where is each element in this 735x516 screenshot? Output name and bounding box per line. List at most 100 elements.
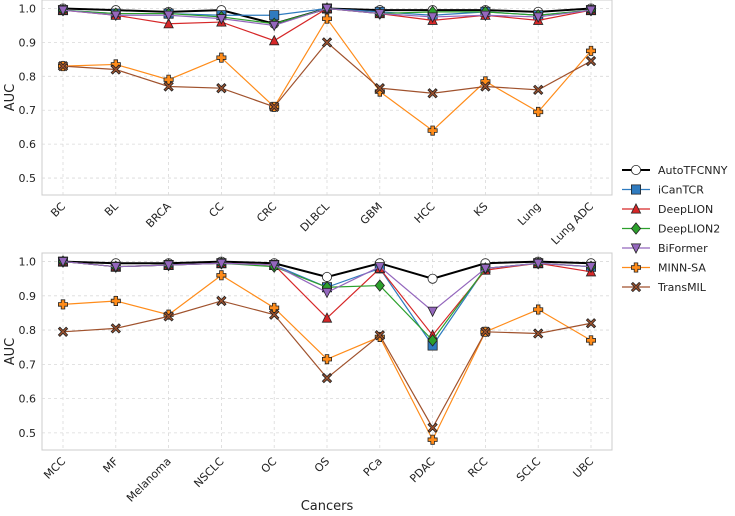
marker bbox=[110, 262, 122, 273]
marker bbox=[586, 45, 596, 56]
marker bbox=[216, 258, 227, 270]
marker bbox=[480, 81, 491, 92]
x-tick-label: Melanoma bbox=[124, 455, 174, 505]
x-tick-label: NSCLC bbox=[191, 455, 226, 490]
marker bbox=[427, 422, 438, 433]
y-tick-label: 0.5 bbox=[19, 427, 37, 440]
y-axis-label: AUC bbox=[3, 338, 18, 366]
marker bbox=[585, 262, 597, 273]
x-tick-label: MCC bbox=[41, 455, 68, 482]
marker bbox=[631, 164, 642, 175]
marker bbox=[427, 334, 438, 347]
marker bbox=[480, 10, 491, 22]
y-tick-label: 0.6 bbox=[19, 138, 37, 151]
marker bbox=[216, 52, 227, 63]
y-tick-label: 0.7 bbox=[19, 358, 37, 371]
x-tick-label: CC bbox=[206, 200, 226, 220]
marker bbox=[110, 64, 121, 75]
legend: AutoTFCNNY iCanTCR DeepLION DeepLION2 BiForm… bbox=[622, 164, 728, 294]
marker bbox=[374, 279, 385, 292]
x-tick-label: OS bbox=[312, 455, 332, 475]
x-tick-label: CRC bbox=[254, 200, 279, 225]
x-axis-label: Cancers bbox=[301, 499, 354, 514]
marker bbox=[216, 295, 227, 307]
x-tick-label: SCLC bbox=[514, 455, 544, 485]
marker bbox=[216, 83, 227, 94]
x-tick-label: GBM bbox=[358, 200, 385, 227]
x-tick-label: OC bbox=[259, 455, 280, 476]
marker bbox=[374, 262, 386, 273]
marker bbox=[374, 9, 386, 20]
marker bbox=[532, 258, 544, 270]
marker bbox=[269, 10, 280, 21]
marker bbox=[322, 354, 332, 365]
marker bbox=[585, 5, 597, 17]
marker bbox=[630, 243, 642, 254]
marker bbox=[57, 257, 69, 268]
x-tick-label: PCa bbox=[361, 455, 385, 479]
marker bbox=[427, 306, 438, 318]
marker bbox=[163, 81, 174, 92]
marker bbox=[321, 287, 333, 299]
y-tick-label: 0.5 bbox=[19, 172, 37, 185]
marker bbox=[163, 17, 174, 29]
legend-label: DeepLION2 bbox=[658, 223, 720, 236]
x-tick-label: KS bbox=[471, 200, 490, 219]
marker bbox=[268, 34, 280, 46]
legend-label: BiFormer bbox=[658, 242, 708, 255]
legend-label: TransMIL bbox=[657, 281, 707, 294]
subplot: 0.5 0.6 0.7 0.8 0.9 1.0 BC BL BRCA CC CRC DLBCL GBM H… bbox=[3, 0, 613, 248]
marker bbox=[110, 10, 122, 22]
subplot: 0.5 0.6 0.7 0.8 0.9 1.0 MCC MF Melanoma NSCLC OC OS… bbox=[3, 252, 613, 514]
legend-label: DeepLION bbox=[658, 203, 713, 216]
marker bbox=[57, 326, 69, 337]
marker bbox=[630, 281, 642, 293]
y-tick-label: 1.0 bbox=[19, 256, 37, 269]
x-tick-label: Lung ADC bbox=[549, 200, 597, 248]
y-tick-label: 0.6 bbox=[19, 393, 37, 406]
marker bbox=[427, 273, 438, 284]
marker bbox=[586, 335, 596, 346]
x-tick-label: BRCA bbox=[143, 200, 174, 231]
marker bbox=[322, 13, 332, 24]
marker bbox=[216, 14, 227, 25]
marker bbox=[321, 37, 333, 48]
x-tick-label: BC bbox=[48, 200, 68, 220]
marker bbox=[321, 312, 333, 323]
marker bbox=[374, 83, 385, 94]
marker bbox=[216, 270, 227, 281]
marker bbox=[57, 60, 69, 72]
marker bbox=[163, 10, 174, 22]
marker bbox=[321, 3, 333, 15]
y-tick-label: 0.7 bbox=[19, 104, 37, 117]
marker bbox=[532, 12, 544, 23]
marker bbox=[321, 372, 333, 384]
marker bbox=[630, 222, 642, 235]
x-tick-label: RCC bbox=[465, 455, 490, 480]
x-tick-label: MF bbox=[101, 455, 121, 475]
marker bbox=[427, 12, 438, 23]
x-tick-label: UBC bbox=[571, 455, 597, 481]
y-tick-label: 1.0 bbox=[19, 2, 37, 15]
marker bbox=[480, 263, 491, 275]
marker bbox=[374, 330, 385, 341]
marker bbox=[269, 309, 280, 320]
marker bbox=[630, 203, 642, 214]
y-tick-label: 0.9 bbox=[19, 36, 37, 49]
marker bbox=[321, 271, 332, 282]
marker bbox=[631, 262, 641, 273]
marker bbox=[163, 260, 174, 271]
marker bbox=[533, 304, 544, 315]
x-tick-label: PDAC bbox=[407, 455, 438, 486]
marker bbox=[427, 125, 438, 136]
marker bbox=[533, 106, 544, 117]
legend-label: MINN-SA bbox=[658, 262, 706, 275]
marker bbox=[268, 260, 280, 271]
x-tick-label: BL bbox=[102, 199, 121, 218]
marker bbox=[58, 299, 68, 310]
marker bbox=[585, 318, 597, 329]
y-axis-label: AUC bbox=[3, 84, 18, 112]
marker bbox=[57, 5, 69, 17]
marker bbox=[427, 88, 438, 99]
